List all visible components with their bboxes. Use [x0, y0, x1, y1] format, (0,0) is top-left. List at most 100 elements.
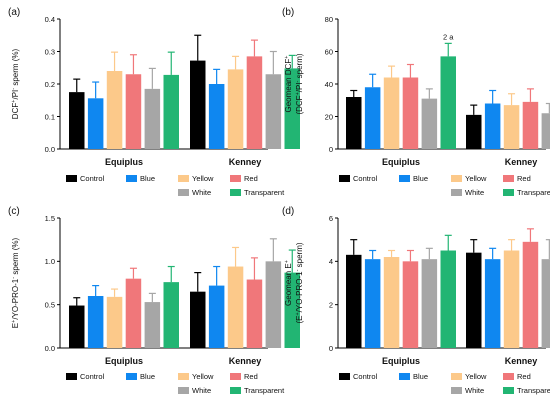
legend-swatch-red [230, 373, 241, 380]
bar-yellow-kenney [503, 105, 520, 149]
legend-label-red: Red [244, 174, 258, 183]
bar-transparent-kenney [284, 68, 300, 149]
legend-swatch-transparent [230, 387, 241, 394]
legend-label-yellow: Yellow [465, 372, 487, 381]
legend-label-blue: Blue [140, 372, 155, 381]
bar-white-equiplus [421, 98, 438, 149]
y-tick-label: 2 [329, 300, 333, 309]
bar-control-kenney [190, 291, 206, 348]
x-category-label: Kenney [229, 356, 262, 366]
x-category-label: Kenney [229, 157, 262, 167]
y-tick-label: 1.0 [45, 257, 55, 266]
panel-label: (b) [282, 7, 294, 18]
legend-label-red: Red [517, 372, 531, 381]
y-tick-label: 0.1 [45, 112, 55, 121]
bar-white-kenney [265, 261, 282, 348]
bar-red-kenney [246, 56, 263, 149]
panel-label: (a) [8, 7, 20, 18]
legend-swatch-yellow [451, 175, 462, 182]
bar-white-kenney [265, 74, 282, 149]
legend-swatch-control [339, 175, 350, 182]
y-tick-label: 0.5 [45, 300, 55, 309]
y-tick-label: 6 [329, 214, 333, 223]
panel-label: (d) [282, 206, 294, 217]
panel-3: (d) 0 2 4 6 Geomean E+(E+/YO-PRO-1- sperm) Equ… [282, 206, 550, 395]
y-tick-label: 4 [329, 257, 333, 266]
bar-yellow-equiplus [106, 296, 123, 348]
bar-yellow-equiplus [106, 71, 123, 149]
bar-yellow-kenney [227, 69, 244, 149]
bar-white-kenney [541, 113, 550, 149]
legend-swatch-blue [399, 175, 410, 182]
y-tick-label: 0.3 [45, 47, 55, 56]
bar-transparent-equiplus [440, 56, 456, 149]
bar-control-kenney [466, 252, 482, 348]
legend-label-white: White [465, 386, 484, 395]
bar-blue-kenney [208, 84, 225, 149]
legend-swatch-blue [126, 373, 137, 380]
bar-transparent-equiplus [163, 74, 179, 149]
legend-swatch-red [503, 175, 514, 182]
y-tick-label: 20 [325, 112, 333, 121]
bar-blue-equiplus [364, 259, 381, 348]
y-tick-label: 0.2 [45, 80, 55, 89]
legend-label-transparent: Transparent [244, 386, 285, 395]
bar-blue-equiplus [87, 296, 104, 348]
y-tick-label: 1.5 [45, 214, 55, 223]
legend-swatch-blue [399, 373, 410, 380]
y-axis-label-line2: (E+/YO-PRO-1- sperm) [295, 242, 304, 323]
bar-blue-equiplus [87, 98, 104, 149]
legend-swatch-yellow [451, 373, 462, 380]
legend-swatch-white [178, 387, 189, 394]
panel-0: (a) 0.0 0.1 0.2 0.3 0.4 DCF+/PI- sperm (%) Equi… [8, 7, 300, 197]
y-tick-label: 0 [329, 145, 333, 154]
y-tick-label: 0 [329, 344, 333, 353]
y-tick-label: 0.4 [45, 15, 55, 24]
bar-red-equiplus [125, 74, 142, 149]
x-category-label: Equiplus [382, 356, 420, 366]
panel-label: (c) [8, 206, 20, 217]
legend-label-blue: Blue [140, 174, 155, 183]
bar-blue-kenney [484, 103, 501, 149]
bar-yellow-kenney [503, 250, 520, 348]
y-tick-label: 0.0 [45, 344, 55, 353]
legend-swatch-yellow [178, 175, 189, 182]
panel-2: (c) 0.0 0.5 1.0 1.5 E+/YO-PRO-1- sperm (%) Equ… [8, 206, 300, 395]
panel-1: (b) 0 20 40 60 80 Geomean DCF+(DCF+/PI- sperm)… [282, 7, 550, 197]
bar-control-equiplus [346, 254, 362, 348]
legend-swatch-yellow [178, 373, 189, 380]
legend-swatch-control [339, 373, 350, 380]
bar-control-equiplus [346, 97, 362, 149]
y-tick-label: 60 [325, 47, 333, 56]
legend-label-red: Red [517, 174, 531, 183]
legend-swatch-red [230, 175, 241, 182]
bar-transparent-equiplus [440, 250, 456, 348]
legend-swatch-transparent [503, 387, 514, 394]
y-axis-label: E+/YO-PRO-1- sperm (%) [11, 237, 20, 328]
bar-red-equiplus [402, 77, 419, 149]
bar-blue-equiplus [364, 87, 381, 149]
bar-blue-kenney [208, 285, 225, 348]
y-tick-label: 0.0 [45, 145, 55, 154]
legend-label-yellow: Yellow [465, 174, 487, 183]
legend-label-control: Control [353, 372, 378, 381]
bar-control-kenney [190, 60, 206, 149]
legend-swatch-white [451, 189, 462, 196]
bar-red-kenney [522, 241, 539, 348]
legend-swatch-blue [126, 175, 137, 182]
legend-label-blue: Blue [413, 174, 428, 183]
legend-swatch-white [451, 387, 462, 394]
bar-white-equiplus [144, 302, 161, 348]
bar-control-kenney [466, 114, 482, 149]
bar-yellow-kenney [227, 266, 244, 348]
legend-label-control: Control [80, 372, 105, 381]
legend-swatch-red [503, 373, 514, 380]
x-category-label: Kenney [505, 356, 538, 366]
bar-white-equiplus [144, 88, 161, 149]
y-tick-label: 40 [325, 80, 333, 89]
y-tick-label: 80 [325, 15, 333, 24]
y-axis-label: DCF+/PI- sperm (%) [11, 48, 20, 119]
bar-red-kenney [246, 279, 263, 348]
bar-transparent-kenney [284, 272, 300, 348]
